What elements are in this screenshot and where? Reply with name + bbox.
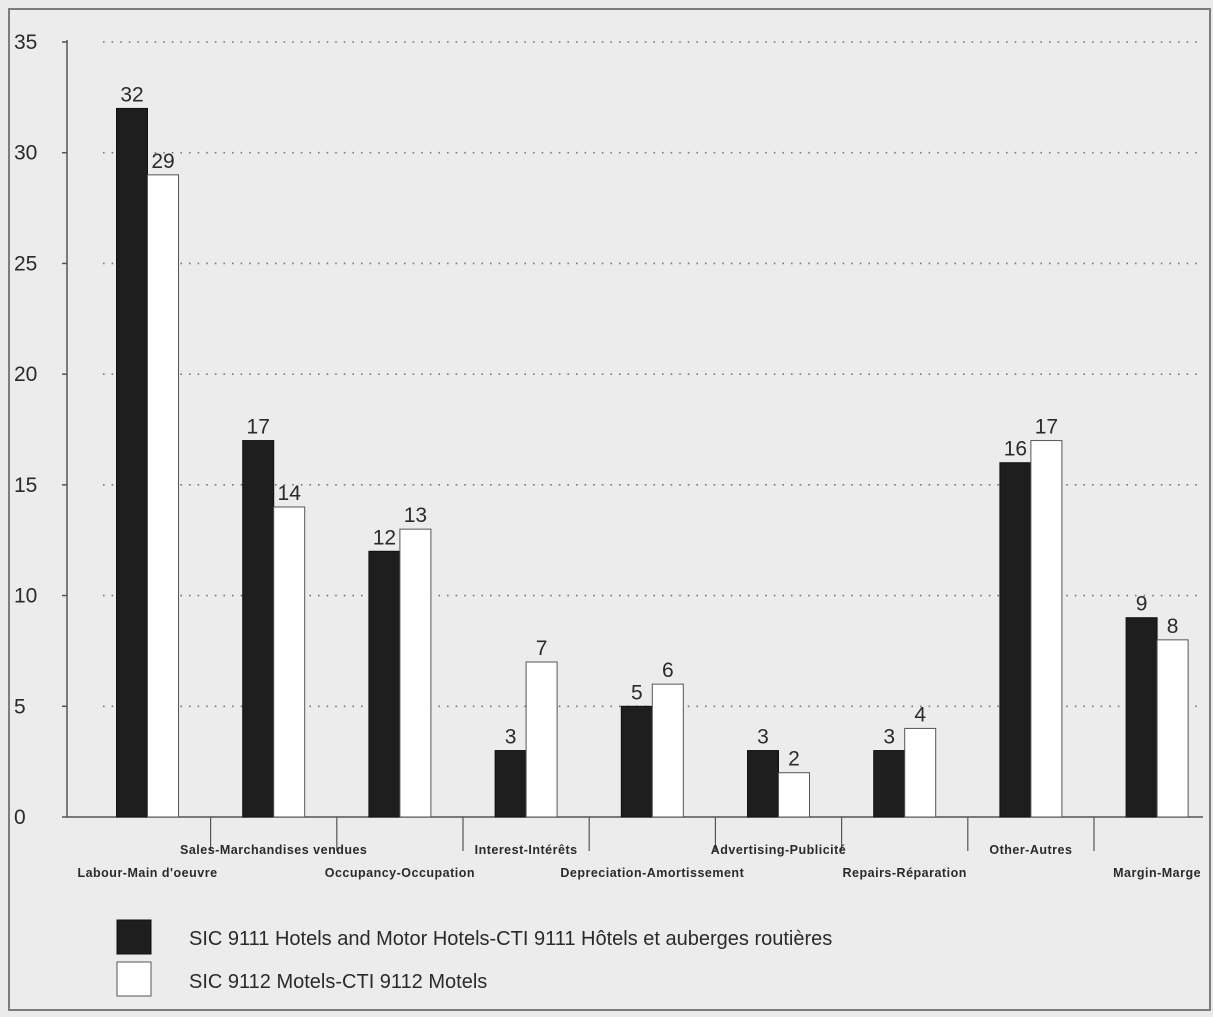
bar-series-1 (873, 750, 906, 818)
bar-series-2 (525, 661, 558, 818)
bar-series-2 (399, 528, 432, 818)
y-tick-label: 35 (14, 31, 37, 54)
bar-series-2 (273, 506, 306, 818)
y-tick-label: 30 (14, 142, 37, 165)
category-label: Interest-Intérêts (475, 843, 578, 857)
data-label-series-2: 2 (788, 748, 800, 771)
bar-series-2 (904, 727, 937, 818)
category-label: Advertising-Publicité (711, 843, 847, 857)
category-label: Sales-Marchandises vendues (180, 843, 367, 857)
bar-series-1 (494, 750, 527, 818)
data-label-series-1: 5 (631, 681, 643, 704)
category-label: Other-Autres (989, 843, 1072, 857)
legend-swatch-series-1 (116, 919, 152, 955)
data-label-series-1: 3 (505, 726, 517, 749)
data-label-series-1: 3 (757, 726, 769, 749)
bar-series-1 (368, 550, 401, 818)
data-label-series-2: 8 (1167, 615, 1179, 638)
data-label-series-1: 32 (120, 83, 143, 106)
legend-swatch-series-2 (116, 961, 152, 997)
y-tick-label: 25 (14, 252, 37, 275)
category-label: Labour-Main d'oeuvre (77, 866, 217, 880)
bar-series-2 (651, 683, 684, 818)
bar-series-2 (1156, 639, 1189, 818)
bar-series-1 (1125, 617, 1158, 818)
bar-series-2 (147, 174, 179, 818)
y-tick-label: 0 (14, 806, 26, 829)
bar-series-1 (747, 750, 779, 818)
bar-series-1 (620, 705, 653, 818)
y-tick-label: 5 (14, 695, 26, 718)
data-label-series-2: 6 (662, 659, 674, 682)
data-label-series-2: 4 (914, 703, 926, 726)
category-label: Margin-Marge (1113, 866, 1201, 880)
data-label-series-1: 16 (1004, 438, 1027, 461)
data-label-series-2: 7 (536, 637, 548, 660)
bar-series-1 (242, 440, 275, 818)
data-label-series-1: 12 (373, 526, 396, 549)
category-label: Occupancy-Occupation (325, 866, 475, 880)
data-label-series-1: 3 (883, 726, 895, 749)
bar-series-1 (116, 107, 148, 818)
legend-label-series-1: SIC 9111 Hotels and Motor Hotels-CTI 911… (189, 928, 832, 950)
data-label-series-2: 17 (1035, 416, 1058, 439)
category-label: Repairs-Réparation (843, 866, 967, 880)
data-label-series-2: 13 (404, 504, 427, 527)
legend-label-series-2: SIC 9112 Motels-CTI 9112 Motels (189, 971, 487, 993)
y-tick-label: 10 (14, 585, 37, 608)
bar-series-1 (999, 462, 1032, 818)
data-label-series-1: 17 (247, 416, 270, 439)
category-label: Depreciation-Amortissement (560, 866, 744, 880)
data-label-series-1: 9 (1136, 593, 1148, 616)
y-tick-label: 15 (14, 474, 37, 497)
y-tick-label: 20 (14, 363, 37, 386)
bar-series-2 (778, 772, 810, 818)
data-label-series-2: 14 (278, 482, 302, 505)
bar-series-2 (1030, 440, 1063, 818)
data-label-series-2: 29 (151, 150, 174, 173)
